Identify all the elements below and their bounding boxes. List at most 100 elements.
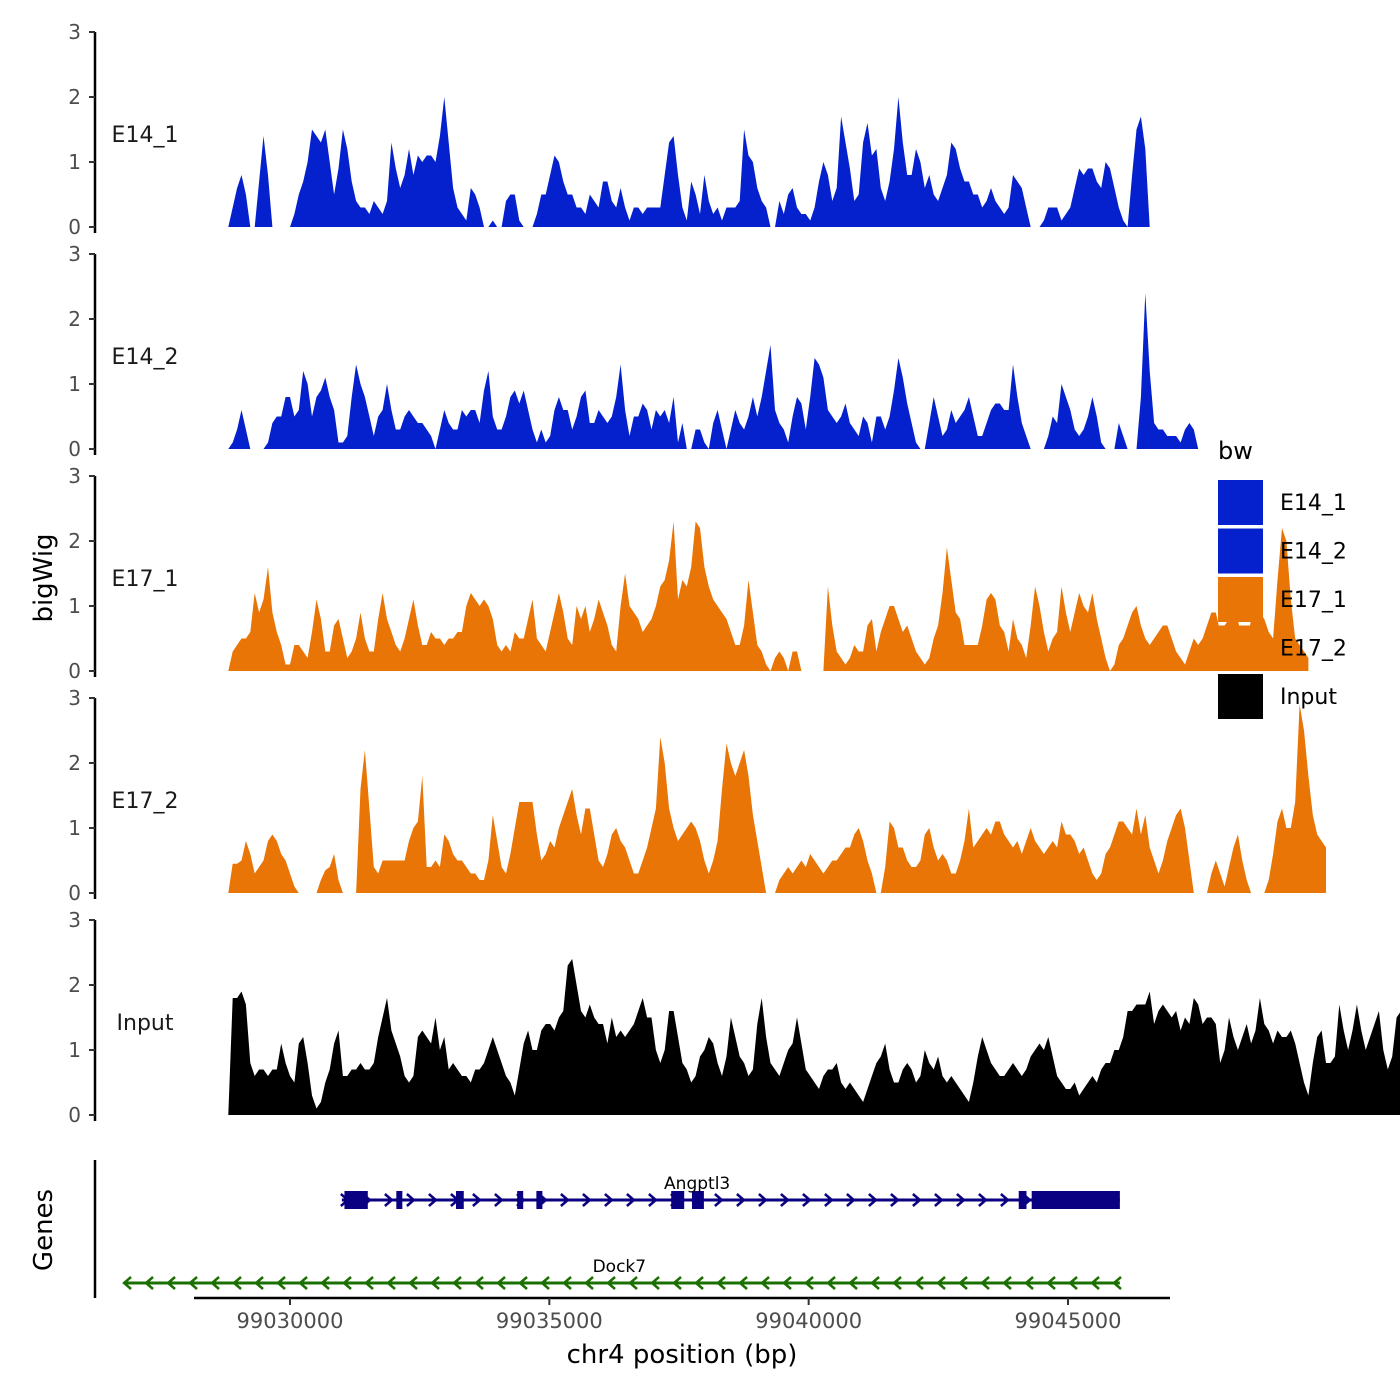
strand-arrow — [980, 1276, 990, 1290]
strand-arrow — [166, 1276, 176, 1290]
legend-swatch — [1218, 577, 1263, 622]
strand-arrow — [562, 1276, 572, 1290]
y-tick-label: 1 — [68, 816, 81, 840]
x-tick-label: 99040000 — [755, 1309, 862, 1333]
strand-arrow — [760, 1276, 770, 1290]
x-axis-title: chr4 position (bp) — [567, 1340, 798, 1370]
y-tick-label: 2 — [68, 973, 81, 997]
gene-label: Angptl3 — [664, 1174, 730, 1194]
gene-track: Angptl3 Dock7 — [93, 1160, 1122, 1298]
legend-item-E14_1: E14_1 — [1218, 480, 1347, 525]
legend-swatch — [1218, 674, 1263, 719]
strand-arrow — [758, 1193, 768, 1207]
strand-arrow — [826, 1276, 836, 1290]
strand-arrow — [870, 1276, 880, 1290]
y-tick-label: 0 — [68, 215, 81, 239]
strand-arrow — [518, 1276, 528, 1290]
legend-swatch — [1218, 528, 1263, 574]
strand-arrow — [428, 1193, 438, 1207]
strand-arrow — [978, 1193, 988, 1207]
strand-arrow — [474, 1276, 484, 1290]
coverage-tracks: 0 1 2 3 E14_1 0 1 2 3 E14_2 0 1 2 3 E17_1 0 1 2 3 E17_2 0 1 2 3… — [68, 20, 1400, 1127]
strand-arrow — [496, 1276, 506, 1290]
strand-arrow — [386, 1276, 396, 1290]
legend-label: Input — [1280, 685, 1337, 710]
y-tick-label: 0 — [68, 1103, 81, 1127]
strand-arrow — [892, 1276, 902, 1290]
legend-item-E14_2: E14_2 — [1218, 528, 1347, 574]
strand-arrow — [714, 1193, 724, 1207]
exon — [1018, 1191, 1027, 1209]
coverage-area-E17_2 — [228, 704, 1326, 893]
legend-label: E14_2 — [1280, 540, 1347, 565]
coverage-area-E14_2 — [228, 293, 1199, 449]
y-tick-label: 2 — [68, 307, 81, 331]
strand-arrow — [1002, 1276, 1012, 1290]
legend-swatch — [1218, 480, 1263, 525]
strand-arrow — [936, 1276, 946, 1290]
strand-arrow — [914, 1276, 924, 1290]
strand-arrow — [848, 1276, 858, 1290]
legend-label: E17_1 — [1280, 588, 1347, 613]
exon — [536, 1191, 543, 1209]
legend-title: bw — [1218, 437, 1253, 465]
exon — [671, 1191, 685, 1209]
strand-arrow — [342, 1276, 352, 1290]
strand-arrow — [144, 1276, 154, 1290]
coverage-area-E17_1 — [228, 521, 1309, 671]
strand-arrow — [958, 1276, 968, 1290]
genes-axis-title: Genes — [29, 1189, 59, 1271]
strand-arrow — [738, 1276, 748, 1290]
strand-arrow — [846, 1193, 856, 1207]
strand-arrow — [694, 1276, 704, 1290]
y-tick-label: 3 — [68, 242, 81, 266]
y-tick-label: 2 — [68, 85, 81, 109]
strand-arrow — [824, 1193, 834, 1207]
track-label: E14_1 — [112, 123, 179, 148]
coverage-area-Input — [228, 959, 1400, 1115]
y-tick-label: 0 — [68, 881, 81, 905]
strand-arrow — [780, 1193, 790, 1207]
strand-arrow — [648, 1193, 658, 1207]
exon — [455, 1191, 464, 1209]
strand-arrow — [210, 1276, 220, 1290]
strand-arrow — [408, 1276, 418, 1290]
strand-arrow — [626, 1193, 636, 1207]
exon — [691, 1191, 704, 1209]
strand-arrow — [254, 1276, 264, 1290]
strand-arrow — [364, 1276, 374, 1290]
exon — [396, 1191, 403, 1209]
legend-item-E17_2: E17_2 — [1218, 625, 1347, 671]
legend-label: E17_2 — [1280, 637, 1347, 662]
y-tick-label: 1 — [68, 594, 81, 618]
y-tick-label: 0 — [68, 659, 81, 683]
strand-arrow — [934, 1193, 944, 1207]
gene-Angptl3: Angptl3 — [340, 1174, 1120, 1209]
strand-arrow — [122, 1276, 132, 1290]
x-tick-label: 99035000 — [496, 1309, 603, 1333]
strand-arrow — [868, 1193, 878, 1207]
y-tick-label: 3 — [68, 908, 81, 932]
strand-arrow — [912, 1193, 922, 1207]
strand-arrow — [320, 1276, 330, 1290]
strand-arrow — [560, 1193, 570, 1207]
strand-arrow — [540, 1276, 550, 1290]
strand-arrow — [804, 1276, 814, 1290]
track-E14_1: 0 1 2 3 E14_1 — [68, 20, 1150, 239]
strand-arrow — [472, 1193, 482, 1207]
strand-arrow — [956, 1193, 966, 1207]
track-E14_2: 0 1 2 3 E14_2 — [68, 242, 1199, 461]
gene-label: Dock7 — [593, 1257, 647, 1277]
legend-item-E17_1: E17_1 — [1218, 577, 1347, 622]
strand-arrow — [672, 1276, 682, 1290]
strand-arrow — [1112, 1276, 1122, 1290]
y-tick-label: 2 — [68, 529, 81, 553]
track-label: E17_2 — [112, 789, 179, 814]
x-tick-label: 99045000 — [1015, 1309, 1122, 1333]
strand-arrow — [650, 1276, 660, 1290]
strand-arrow — [1024, 1276, 1034, 1290]
track-E17_1: 0 1 2 3 E17_1 — [68, 464, 1309, 683]
y-tick-label: 3 — [68, 686, 81, 710]
strand-arrow — [1000, 1193, 1010, 1207]
